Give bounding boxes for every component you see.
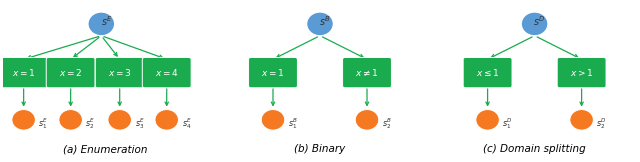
- FancyBboxPatch shape: [557, 58, 606, 88]
- Text: (a) Enumeration: (a) Enumeration: [63, 144, 148, 154]
- Text: $x = 1$: $x = 1$: [261, 67, 285, 78]
- Ellipse shape: [570, 110, 593, 130]
- Ellipse shape: [108, 110, 131, 130]
- Text: $s_4^E$: $s_4^E$: [182, 116, 191, 131]
- Text: $s_2^D$: $s_2^D$: [596, 116, 607, 131]
- Text: $s^E$: $s^E$: [100, 14, 113, 28]
- Ellipse shape: [59, 110, 83, 130]
- Text: $x = 4$: $x = 4$: [155, 67, 179, 78]
- Text: $s_1^D$: $s_1^D$: [502, 116, 513, 131]
- Ellipse shape: [522, 12, 548, 36]
- Ellipse shape: [88, 12, 115, 36]
- Text: $s_3^E$: $s_3^E$: [134, 116, 145, 131]
- Text: $s_1^E$: $s_1^E$: [38, 116, 49, 131]
- Text: (c) Domain splitting: (c) Domain splitting: [483, 144, 586, 154]
- Text: $x = 1$: $x = 1$: [12, 67, 35, 78]
- FancyBboxPatch shape: [46, 58, 95, 88]
- Ellipse shape: [155, 110, 179, 130]
- FancyBboxPatch shape: [0, 58, 48, 88]
- Text: $s_2^E$: $s_2^E$: [86, 116, 95, 131]
- FancyBboxPatch shape: [95, 58, 144, 88]
- Ellipse shape: [355, 110, 379, 130]
- Text: $x > 1$: $x > 1$: [570, 67, 593, 78]
- Text: $s^B$: $s^B$: [319, 14, 331, 28]
- Ellipse shape: [476, 110, 499, 130]
- Text: $s_2^B$: $s_2^B$: [382, 116, 392, 131]
- Text: $x = 3$: $x = 3$: [108, 67, 131, 78]
- Text: (b) Binary: (b) Binary: [294, 144, 346, 154]
- FancyBboxPatch shape: [342, 58, 392, 88]
- Ellipse shape: [12, 110, 35, 130]
- Text: $s_1^B$: $s_1^B$: [288, 116, 298, 131]
- Ellipse shape: [307, 12, 333, 36]
- Text: $x = 2$: $x = 2$: [59, 67, 83, 78]
- FancyBboxPatch shape: [142, 58, 191, 88]
- Text: $x \leq 1$: $x \leq 1$: [476, 67, 499, 78]
- Text: $x \neq 1$: $x \neq 1$: [355, 67, 379, 78]
- FancyBboxPatch shape: [463, 58, 512, 88]
- FancyBboxPatch shape: [248, 58, 298, 88]
- Text: $s^D$: $s^D$: [534, 14, 546, 28]
- Ellipse shape: [261, 110, 285, 130]
